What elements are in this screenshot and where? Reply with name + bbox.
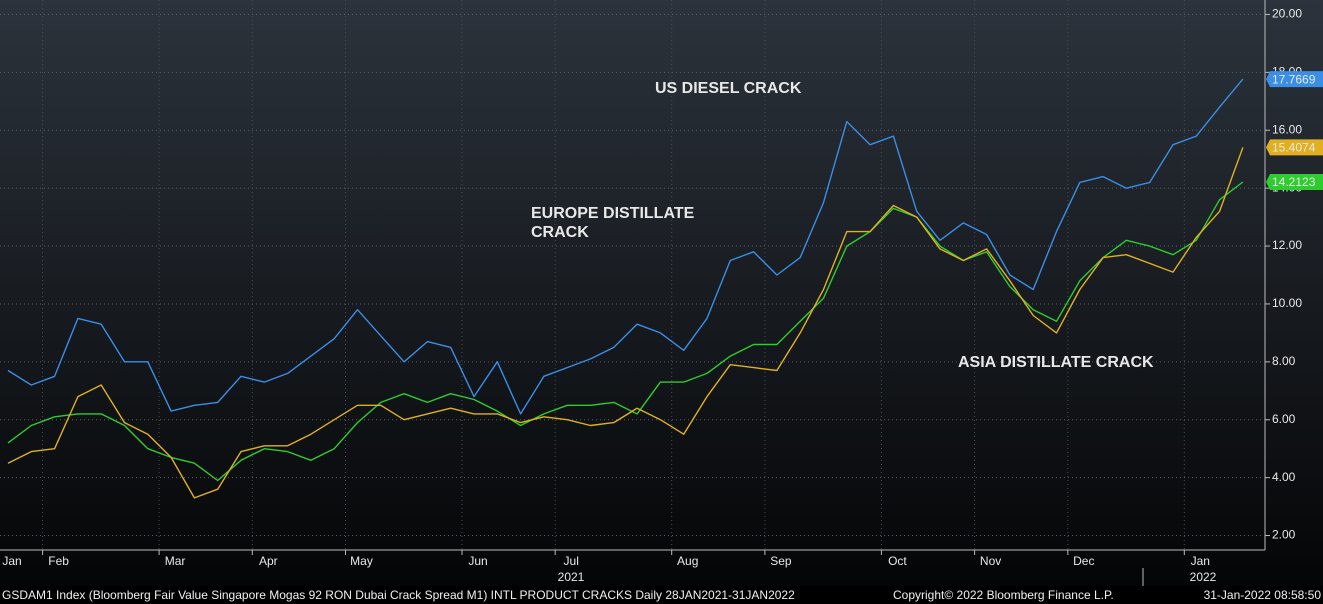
y-tick-label: 6.00 — [1272, 412, 1296, 426]
annotation: ASIA DISTILLATE CRACK — [958, 354, 1154, 371]
x-group-label: 2021 — [558, 570, 585, 584]
x-tick-label: Aug — [677, 554, 698, 568]
last-value-box — [1266, 71, 1323, 88]
x-tick-label: Apr — [259, 554, 278, 568]
footer-timestamp: 31-Jan-2022 08:58:50 — [1204, 588, 1322, 602]
footer-bar — [0, 586, 1323, 604]
last-value-label: 17.7669 — [1272, 72, 1316, 86]
x-tick-label: Nov — [980, 554, 1001, 568]
x-tick-label: Sep — [770, 554, 792, 568]
x-tick-label: Dec — [1073, 554, 1094, 568]
footer-source: GSDAM1 Index (Bloomberg Fair Value Singa… — [2, 588, 795, 602]
annotation: US DIESEL CRACK — [655, 80, 802, 97]
x-tick-label: Oct — [888, 554, 907, 568]
x-tick-label: Mar — [165, 554, 186, 568]
background — [0, 0, 1323, 586]
series-line — [7, 181, 1244, 482]
x-tick-label: Feb — [48, 554, 69, 568]
y-tick-label: 20.00 — [1272, 7, 1302, 21]
y-tick-label: 10.00 — [1272, 296, 1302, 310]
x-tick-label: Jan — [2, 554, 21, 568]
annotation: EUROPE DISTILLATE — [531, 205, 695, 222]
y-tick-label: 16.00 — [1272, 122, 1302, 136]
x-tick-label: Jan — [1191, 554, 1210, 568]
x-tick-label: Jul — [564, 554, 579, 568]
last-value-box — [1266, 174, 1323, 191]
y-tick-label: 4.00 — [1272, 470, 1296, 484]
x-tick-label: May — [350, 554, 373, 568]
x-group-label: 2022 — [1190, 570, 1217, 584]
x-tick-label: Jun — [468, 554, 487, 568]
footer-copyright: Copyright© 2022 Bloomberg Finance L.P. — [893, 588, 1114, 602]
series-line — [7, 147, 1244, 499]
y-tick-label: 8.00 — [1272, 354, 1296, 368]
last-value-label: 14.2123 — [1272, 175, 1316, 189]
series-line — [7, 78, 1244, 415]
last-value-label: 15.4074 — [1272, 141, 1316, 155]
y-tick-label: 12.00 — [1272, 238, 1302, 252]
last-value-box — [1266, 139, 1323, 156]
y-tick-label: 2.00 — [1272, 528, 1296, 542]
annotation: CRACK — [531, 224, 589, 241]
